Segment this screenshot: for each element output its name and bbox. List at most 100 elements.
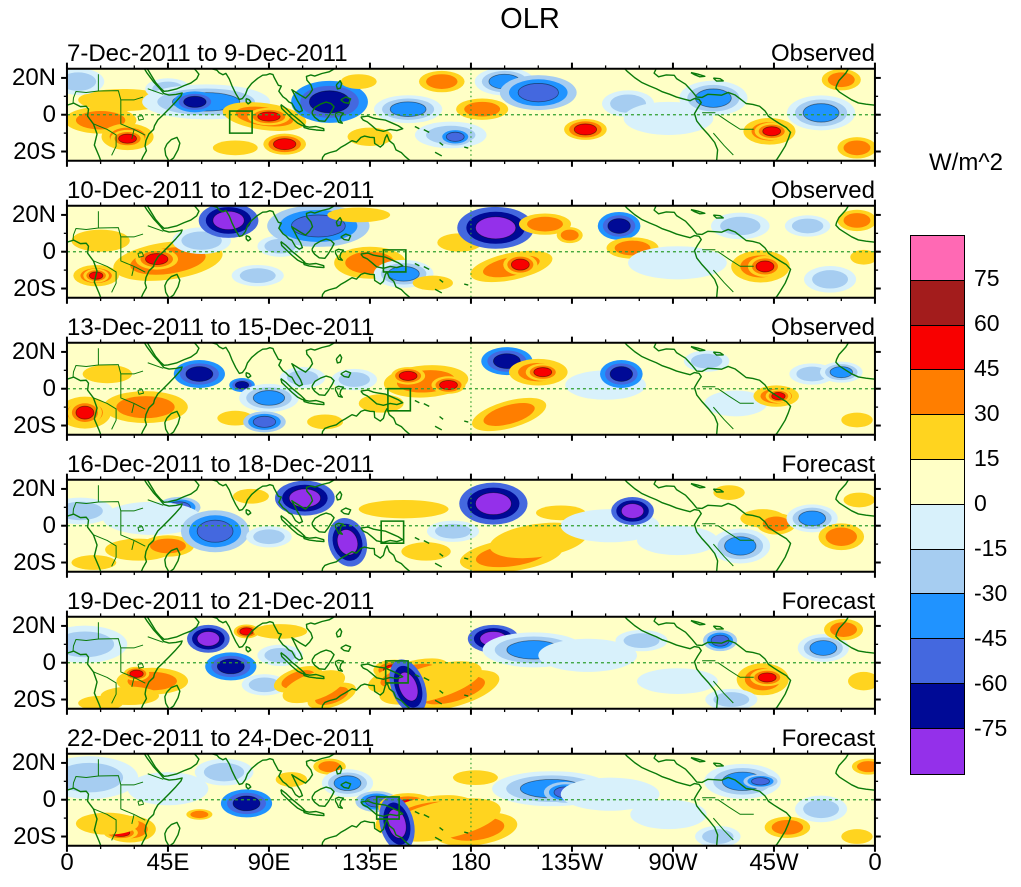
coastline — [322, 683, 411, 711]
panel-date-range: 19-Dec-2011 to 21-Dec-2011 — [67, 588, 375, 615]
y-axis-tick-label: 20N — [11, 749, 56, 776]
country-border — [718, 800, 754, 815]
coastline — [654, 745, 790, 848]
coastline — [246, 236, 251, 241]
coastline — [140, 200, 182, 300]
country-border — [713, 544, 733, 566]
colorbar-cell-1 — [911, 280, 964, 326]
country-border — [148, 637, 163, 643]
coastline — [341, 508, 351, 514]
coastline — [341, 645, 351, 651]
colorbar-cell-11 — [911, 728, 964, 774]
coastline — [335, 661, 343, 672]
colorbar-cell-10 — [911, 683, 964, 729]
coastline — [341, 97, 351, 103]
coastline — [691, 758, 705, 762]
coastline — [691, 347, 705, 351]
coastline — [435, 838, 442, 842]
coastline — [464, 558, 468, 559]
country-border — [148, 363, 163, 369]
panel-source-label: Forecast — [781, 588, 875, 615]
coastline — [67, 103, 103, 166]
coastline — [654, 334, 790, 437]
x-axis-tick-label: 180 — [450, 849, 492, 876]
panel-source-label: Forecast — [781, 451, 875, 478]
country-border — [713, 133, 733, 155]
coastline — [335, 524, 343, 535]
country-border — [148, 774, 163, 780]
y-axis-tick-label: 0 — [42, 375, 56, 402]
coastline — [713, 352, 723, 355]
mjo-tracking-box — [230, 111, 252, 133]
coastline — [440, 280, 444, 283]
coastline — [424, 404, 429, 407]
country-border — [94, 398, 116, 429]
coastline — [619, 471, 718, 574]
country-border — [134, 267, 145, 273]
map-panel-4 — [49, 465, 893, 586]
coastline — [464, 147, 468, 148]
map-panel-5 — [49, 602, 893, 723]
coastline — [246, 784, 251, 789]
coastline — [424, 267, 429, 270]
coastline — [619, 334, 718, 437]
colorbar-tick-label: 60 — [974, 310, 1000, 336]
y-axis-tick-label: 20N — [11, 201, 56, 228]
country-border — [718, 663, 754, 678]
coastline — [424, 815, 429, 818]
colorbar-tick-label: -30 — [974, 580, 1008, 606]
coastline — [335, 798, 343, 809]
colorbar-tick-label: 45 — [974, 355, 1000, 381]
coastline — [713, 626, 723, 629]
y-axis-tick-label: 20N — [11, 475, 56, 502]
coastline — [304, 126, 324, 131]
colorbar-cell-9 — [911, 639, 964, 684]
coastline — [204, 202, 338, 249]
coastline — [67, 514, 103, 577]
coastline — [361, 116, 403, 131]
country-border — [138, 664, 144, 669]
colorbar-cell-6 — [911, 504, 964, 550]
panel-border — [67, 343, 875, 435]
coastline — [335, 250, 343, 261]
x-axis-tick-label: 90E — [247, 849, 291, 876]
coastline — [654, 197, 790, 300]
y-axis-tick-label: 20S — [13, 412, 56, 439]
y-axis-tick-label: 0 — [42, 786, 56, 813]
coastline — [312, 513, 334, 532]
coastline — [435, 701, 442, 705]
coastline — [336, 355, 341, 363]
colorbar-cell-7 — [911, 549, 964, 595]
colorbar-tick-label: 75 — [974, 265, 1000, 291]
coastline — [304, 263, 324, 268]
country-border — [94, 124, 116, 155]
panel-date-range: 7-Dec-2011 to 9-Dec-2011 — [67, 40, 348, 67]
coastline — [435, 427, 442, 431]
country-border — [148, 226, 163, 232]
coastline — [341, 371, 351, 377]
y-axis-tick-label: 20S — [13, 549, 56, 576]
coastline — [140, 474, 182, 574]
coastline — [415, 675, 419, 677]
country-border — [121, 511, 134, 550]
country-border — [121, 648, 134, 687]
colorbar-tick-label: -15 — [974, 535, 1008, 561]
x-axis-tick-label: 45E — [146, 849, 190, 876]
coastline — [415, 401, 419, 403]
coastline — [692, 471, 700, 479]
coastline — [165, 412, 180, 436]
country-border — [73, 75, 98, 104]
x-axis-tick-label: 45W — [749, 849, 799, 876]
coastline — [424, 541, 429, 544]
coastline — [145, 63, 199, 91]
coastline — [691, 621, 705, 625]
panel-date-range: 22-Dec-2011 to 24-Dec-2011 — [67, 725, 375, 752]
colorbar-cell-2 — [911, 325, 964, 371]
coastline — [654, 608, 790, 711]
y-axis-tick-label: 20S — [13, 275, 56, 302]
panel-border — [67, 480, 875, 572]
coastline — [836, 334, 875, 380]
coastline — [415, 538, 419, 540]
y-axis-tick-label: 0 — [42, 512, 56, 539]
mjo-tracking-box — [383, 250, 405, 272]
